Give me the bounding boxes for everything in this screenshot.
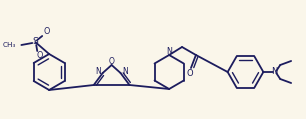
Text: N: N [123, 67, 129, 77]
Text: N: N [271, 67, 278, 77]
Text: N: N [95, 67, 101, 77]
Text: S: S [32, 37, 38, 47]
Text: O: O [44, 27, 50, 37]
Text: N: N [166, 47, 172, 57]
Text: O: O [187, 69, 193, 77]
Text: O: O [36, 52, 43, 60]
Text: O: O [109, 57, 114, 67]
Text: CH₃: CH₃ [3, 42, 17, 48]
